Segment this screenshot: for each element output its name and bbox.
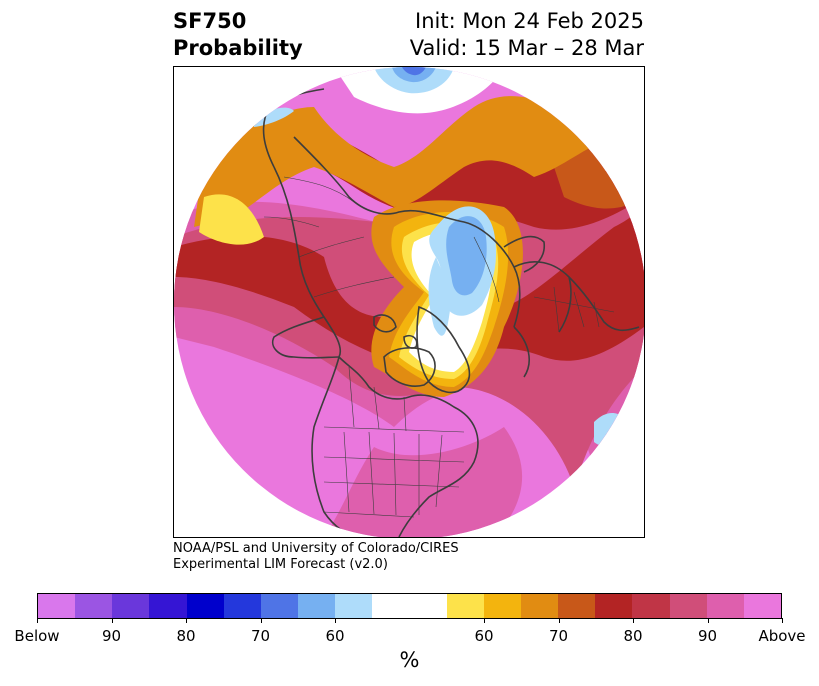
colorbar-segment [38, 594, 76, 618]
colorbar-segment [483, 594, 522, 618]
colorbar-segment [669, 594, 707, 618]
colorbar-tick-label: 90 [697, 627, 718, 645]
coast-alaska [272, 316, 340, 359]
colorbar-segment [223, 594, 261, 618]
coast-eurasia [273, 136, 530, 378]
colorbar-tick-mark [37, 618, 38, 623]
colorbar-tick-mark [260, 618, 262, 623]
colorbar-tick-mark [782, 618, 783, 623]
colorbar-tick-mark [558, 618, 560, 623]
border-russia [298, 236, 500, 303]
colorbar-segment [112, 594, 150, 618]
field-above-70-north [274, 117, 644, 230]
coast-arctic-islands [373, 314, 418, 349]
variable-title: SF750 [173, 9, 247, 33]
colorbar-tick-label: 80 [176, 627, 196, 645]
border-canada-usa [323, 426, 465, 433]
border-central-asia [263, 176, 355, 228]
colorbar-tick-label: 90 [101, 627, 122, 645]
border-europe-countries [533, 286, 615, 333]
border-canada-provinces [348, 366, 407, 432]
border-usa-mexico [323, 511, 415, 518]
coast-scandinavia [503, 235, 546, 273]
colorbar-segment [521, 594, 559, 618]
colorbar-unit-label: % [399, 648, 420, 672]
colorbar-tick-label: 70 [250, 627, 271, 645]
field-below-70-north [402, 67, 426, 76]
probability-field [174, 67, 644, 537]
coast-europe [513, 261, 640, 333]
colorbar-tick-label: 80 [623, 627, 643, 645]
title-block-right: Init: Mon 24 Feb 2025 Valid: 15 Mar – 28… [410, 8, 644, 62]
credit-line-1: NOAA/PSL and University of Colorado/CIRE… [173, 541, 459, 556]
colorbar-tick-label: 70 [548, 627, 569, 645]
field-above-70 [174, 197, 644, 367]
political-borders [263, 176, 615, 518]
colorbar-tick-mark [484, 618, 485, 623]
colorbar-segment [446, 594, 484, 618]
product-title: Probability [173, 36, 303, 60]
colorbar-tick-mark [186, 618, 187, 623]
colorbar-segment [298, 594, 336, 618]
border-us-states [323, 431, 465, 516]
colorbar-tick-label: 60 [325, 627, 345, 645]
colorbar-segment [372, 594, 447, 618]
credit-line-2: Experimental LIM Forecast (v2.0) [173, 557, 388, 572]
title-block-left: SF750 Probability [173, 8, 303, 62]
colorbar-segment [632, 594, 670, 618]
colorbar-segment [595, 594, 633, 618]
colorbar-segment [706, 594, 744, 618]
probability-colorbar [37, 593, 782, 619]
map-canvas [174, 67, 644, 537]
valid-period: Valid: 15 Mar – 28 Mar [409, 36, 644, 60]
colorbar-tick-mark [111, 618, 113, 623]
colorbar-segment [75, 594, 113, 618]
field-below-55-atlantic [594, 412, 629, 447]
colorbar-segment [186, 594, 224, 618]
colorbar-segment [558, 594, 596, 618]
colorbar-tick-label: 60 [474, 627, 494, 645]
colorbar-segment [260, 594, 299, 618]
colorbar-segment [335, 594, 373, 618]
field-above-50-nw [199, 194, 264, 245]
colorbar-tick-mark [633, 618, 634, 623]
init-date: Init: Mon 24 Feb 2025 [415, 9, 644, 33]
colorbar-tick-mark [335, 618, 336, 623]
field-above-60 [194, 96, 634, 227]
colorbar-segment [743, 594, 782, 618]
forecast-map [173, 66, 645, 538]
field-below-60-arctic [446, 216, 487, 296]
coast-hudson-bay [383, 347, 436, 387]
colorbar-tick-mark [707, 618, 709, 623]
credit-text: NOAA/PSL and University of Colorado/CIRE… [173, 541, 459, 573]
colorbar-tick-label: Above [758, 627, 806, 645]
colorbar-segment [149, 594, 187, 618]
colorbar-tick-label: Below [14, 627, 60, 645]
coast-greenland [416, 305, 471, 394]
